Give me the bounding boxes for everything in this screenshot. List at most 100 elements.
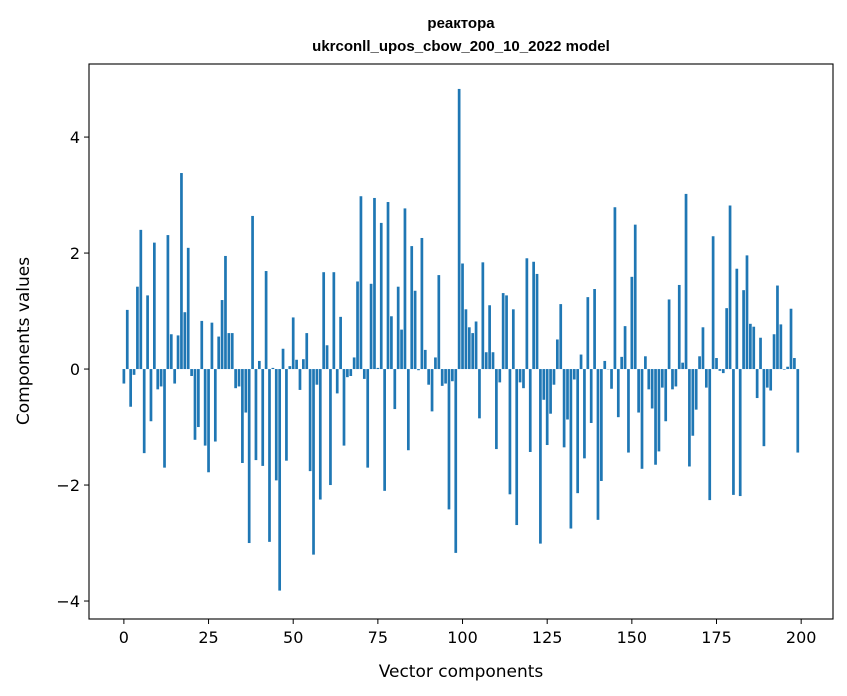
- bar: [772, 334, 776, 370]
- bar: [508, 369, 512, 495]
- bar: [752, 326, 756, 370]
- bar: [583, 369, 586, 459]
- x-tick-label: 100: [447, 628, 478, 647]
- bar: [694, 369, 698, 410]
- bar: [237, 369, 241, 387]
- bar: [522, 369, 525, 389]
- bar: [488, 305, 491, 370]
- bar: [383, 369, 386, 491]
- bar: [268, 369, 271, 542]
- bar: [576, 369, 580, 494]
- bar: [254, 369, 258, 461]
- bar: [589, 369, 593, 423]
- bar: [146, 295, 149, 370]
- bar: [610, 369, 613, 389]
- bar: [288, 366, 292, 370]
- bar: [698, 356, 701, 370]
- y-tick-label: −4: [56, 592, 80, 611]
- bar: [725, 308, 729, 370]
- bar: [315, 369, 319, 385]
- bar: [657, 369, 661, 452]
- bar: [423, 349, 427, 370]
- bar: [406, 369, 410, 451]
- bar: [555, 339, 559, 370]
- bar: [542, 369, 546, 400]
- bar: [153, 242, 156, 370]
- bar: [322, 272, 326, 370]
- bar: [129, 369, 133, 407]
- bar: [796, 369, 800, 453]
- x-tick-label: 150: [617, 628, 648, 647]
- bar: [586, 297, 590, 370]
- y-tick-label: 2: [70, 244, 80, 263]
- bar: [379, 222, 383, 370]
- bar: [302, 359, 305, 370]
- bar: [173, 369, 177, 384]
- bar: [627, 369, 630, 453]
- bar: [308, 369, 312, 472]
- bar: [356, 281, 359, 370]
- bar: [142, 369, 146, 454]
- bar: [295, 359, 298, 370]
- bar: [234, 369, 237, 389]
- bar: [681, 362, 684, 370]
- bar: [213, 369, 217, 442]
- bar: [735, 268, 739, 370]
- bar: [552, 369, 556, 385]
- bar: [742, 290, 745, 370]
- bars-group: [122, 88, 800, 591]
- bar: [481, 262, 485, 370]
- bar: [193, 369, 197, 440]
- bar: [593, 289, 596, 370]
- bar: [623, 326, 627, 370]
- bar: [413, 290, 417, 370]
- bar: [721, 369, 725, 374]
- bar: [393, 369, 397, 410]
- bar: [779, 324, 783, 370]
- bar: [329, 369, 332, 486]
- bar: [704, 369, 708, 388]
- bar: [210, 322, 214, 370]
- bar: [579, 354, 583, 370]
- bar: [430, 369, 434, 412]
- bar: [528, 369, 532, 452]
- bar: [159, 369, 163, 387]
- bar: [318, 369, 322, 500]
- bar: [688, 369, 691, 467]
- x-tick-label: 25: [198, 628, 218, 647]
- bar: [312, 369, 315, 555]
- bar: [613, 207, 617, 370]
- bar: [417, 369, 420, 371]
- bar: [640, 369, 644, 469]
- bar: [291, 317, 295, 370]
- bar: [644, 356, 647, 370]
- bar: [203, 369, 207, 446]
- bar: [566, 369, 569, 420]
- bar: [471, 333, 475, 370]
- bar: [183, 312, 187, 370]
- x-tick-label: 50: [283, 628, 303, 647]
- bar: [227, 333, 231, 370]
- bar: [342, 369, 346, 446]
- bar: [637, 369, 640, 413]
- bar: [569, 369, 573, 529]
- bar: [200, 320, 204, 370]
- bar: [711, 236, 715, 370]
- bar: [244, 369, 248, 413]
- bar: [359, 196, 363, 370]
- bar: [701, 327, 705, 370]
- bar: [156, 369, 160, 390]
- bar: [674, 369, 678, 387]
- bar: [149, 369, 153, 422]
- bar: [498, 369, 502, 383]
- y-tick-label: 0: [70, 360, 80, 379]
- bar: [515, 369, 519, 526]
- bar: [539, 369, 542, 544]
- bar: [132, 369, 136, 375]
- bar: [403, 208, 407, 370]
- bar: [491, 352, 495, 370]
- bar: [786, 366, 789, 370]
- y-axis-ticks: −4 −2 0 2 4: [56, 128, 89, 611]
- bar: [390, 316, 393, 370]
- bar: [451, 369, 454, 382]
